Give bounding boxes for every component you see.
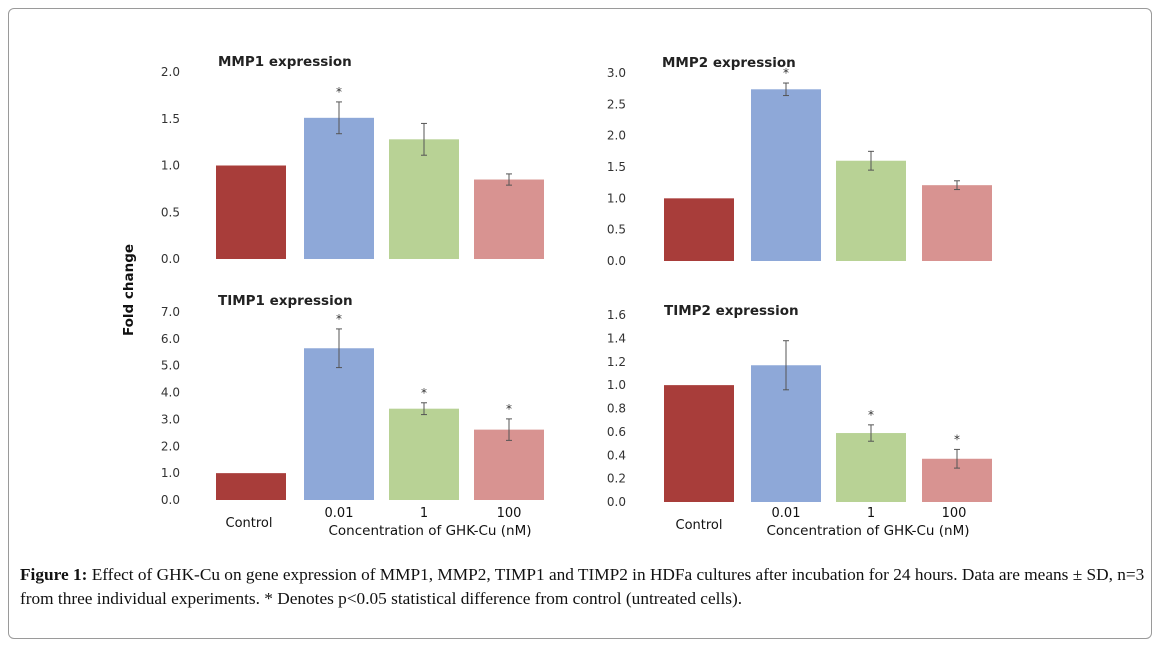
y-tick-label: 1.0	[607, 378, 626, 392]
bar-100	[474, 429, 544, 500]
significance-marker: *	[954, 432, 960, 446]
y-tick-label: 1.0	[161, 159, 180, 173]
y-tick-label: 5.0	[161, 359, 180, 373]
y-tick-label: 0.2	[607, 472, 626, 486]
y-tick-label: 2.0	[607, 129, 626, 143]
significance-marker: *	[336, 85, 342, 99]
y-tick-label: 1.0	[161, 466, 180, 480]
category-label: 0.01	[772, 506, 801, 521]
bar-100	[922, 185, 992, 261]
significance-marker: *	[868, 408, 874, 422]
y-tick-label: 0.4	[607, 448, 626, 462]
y-tick-label: 1.0	[607, 191, 626, 205]
significance-marker: *	[783, 66, 789, 80]
y-tick-label: 0.6	[607, 425, 626, 439]
y-tick-label: 0.5	[607, 223, 626, 237]
bar-100	[474, 179, 544, 259]
y-tick-label: 1.5	[607, 160, 626, 174]
bar-1	[389, 408, 459, 500]
y-tick-label: 4.0	[161, 386, 180, 400]
category-label: Control	[676, 518, 723, 533]
y-tick-label: 0.5	[161, 205, 180, 219]
category-label: Control	[226, 516, 273, 531]
category-label: 100	[942, 506, 967, 521]
figure-caption: Figure 1: Effect of GHK-Cu on gene expre…	[20, 563, 1145, 611]
y-tick-label: 6.0	[161, 332, 180, 346]
category-label: 100	[497, 506, 522, 521]
y-tick-label: 0.0	[161, 252, 180, 266]
y-axis-label: Fold change	[121, 244, 137, 336]
caption-label: Figure 1:	[20, 565, 88, 584]
y-tick-label: 3.0	[607, 66, 626, 80]
figure-charts: Fold change MMP1 expression 0.0 0.5 1.0 1.5 2…	[121, 54, 992, 539]
chart-title: TIMP1 expression	[218, 293, 353, 309]
bar-Control	[216, 165, 286, 259]
y-tick-label: 2.0	[161, 439, 180, 453]
significance-marker: *	[506, 402, 512, 416]
y-tick-label: 7.0	[161, 305, 180, 319]
bar-Control	[216, 473, 286, 500]
category-label: 1	[867, 506, 875, 521]
y-tick-label: 1.5	[161, 112, 180, 126]
x-axis-label: Concentration of GHK-Cu (nM)	[766, 523, 969, 539]
y-tick-label: 3.0	[161, 412, 180, 426]
y-tick-label: 2.5	[607, 97, 626, 111]
caption-text: Effect of GHK-Cu on gene expression of M…	[20, 565, 1145, 608]
chart-title: MMP1 expression	[218, 54, 352, 70]
bar-001	[304, 117, 374, 259]
chart-title: MMP2 expression	[662, 55, 796, 71]
y-tick-label: 0.0	[607, 254, 626, 268]
y-tick-label: 1.4	[607, 331, 626, 345]
bar-001	[304, 348, 374, 500]
bar-Control	[664, 198, 734, 261]
y-tick-label: 0.0	[161, 493, 180, 507]
bar-Control	[664, 385, 734, 502]
y-tick-label: 1.2	[607, 355, 626, 369]
y-tick-label: 2.0	[161, 65, 180, 79]
bar-1	[836, 160, 906, 261]
bar-001	[751, 89, 821, 261]
bar-1	[389, 139, 459, 259]
y-tick-label: 1.6	[607, 308, 626, 322]
category-label: 1	[420, 506, 428, 521]
y-tick-label: 0.0	[607, 495, 626, 509]
significance-marker: *	[336, 312, 342, 326]
chart-title: TIMP2 expression	[664, 303, 799, 319]
figure-frame	[8, 8, 1152, 639]
significance-marker: *	[421, 386, 427, 400]
category-label: 0.01	[325, 506, 354, 521]
x-axis-label: Concentration of GHK-Cu (nM)	[328, 523, 531, 539]
y-tick-label: 0.8	[607, 402, 626, 416]
bar-1	[836, 433, 906, 502]
